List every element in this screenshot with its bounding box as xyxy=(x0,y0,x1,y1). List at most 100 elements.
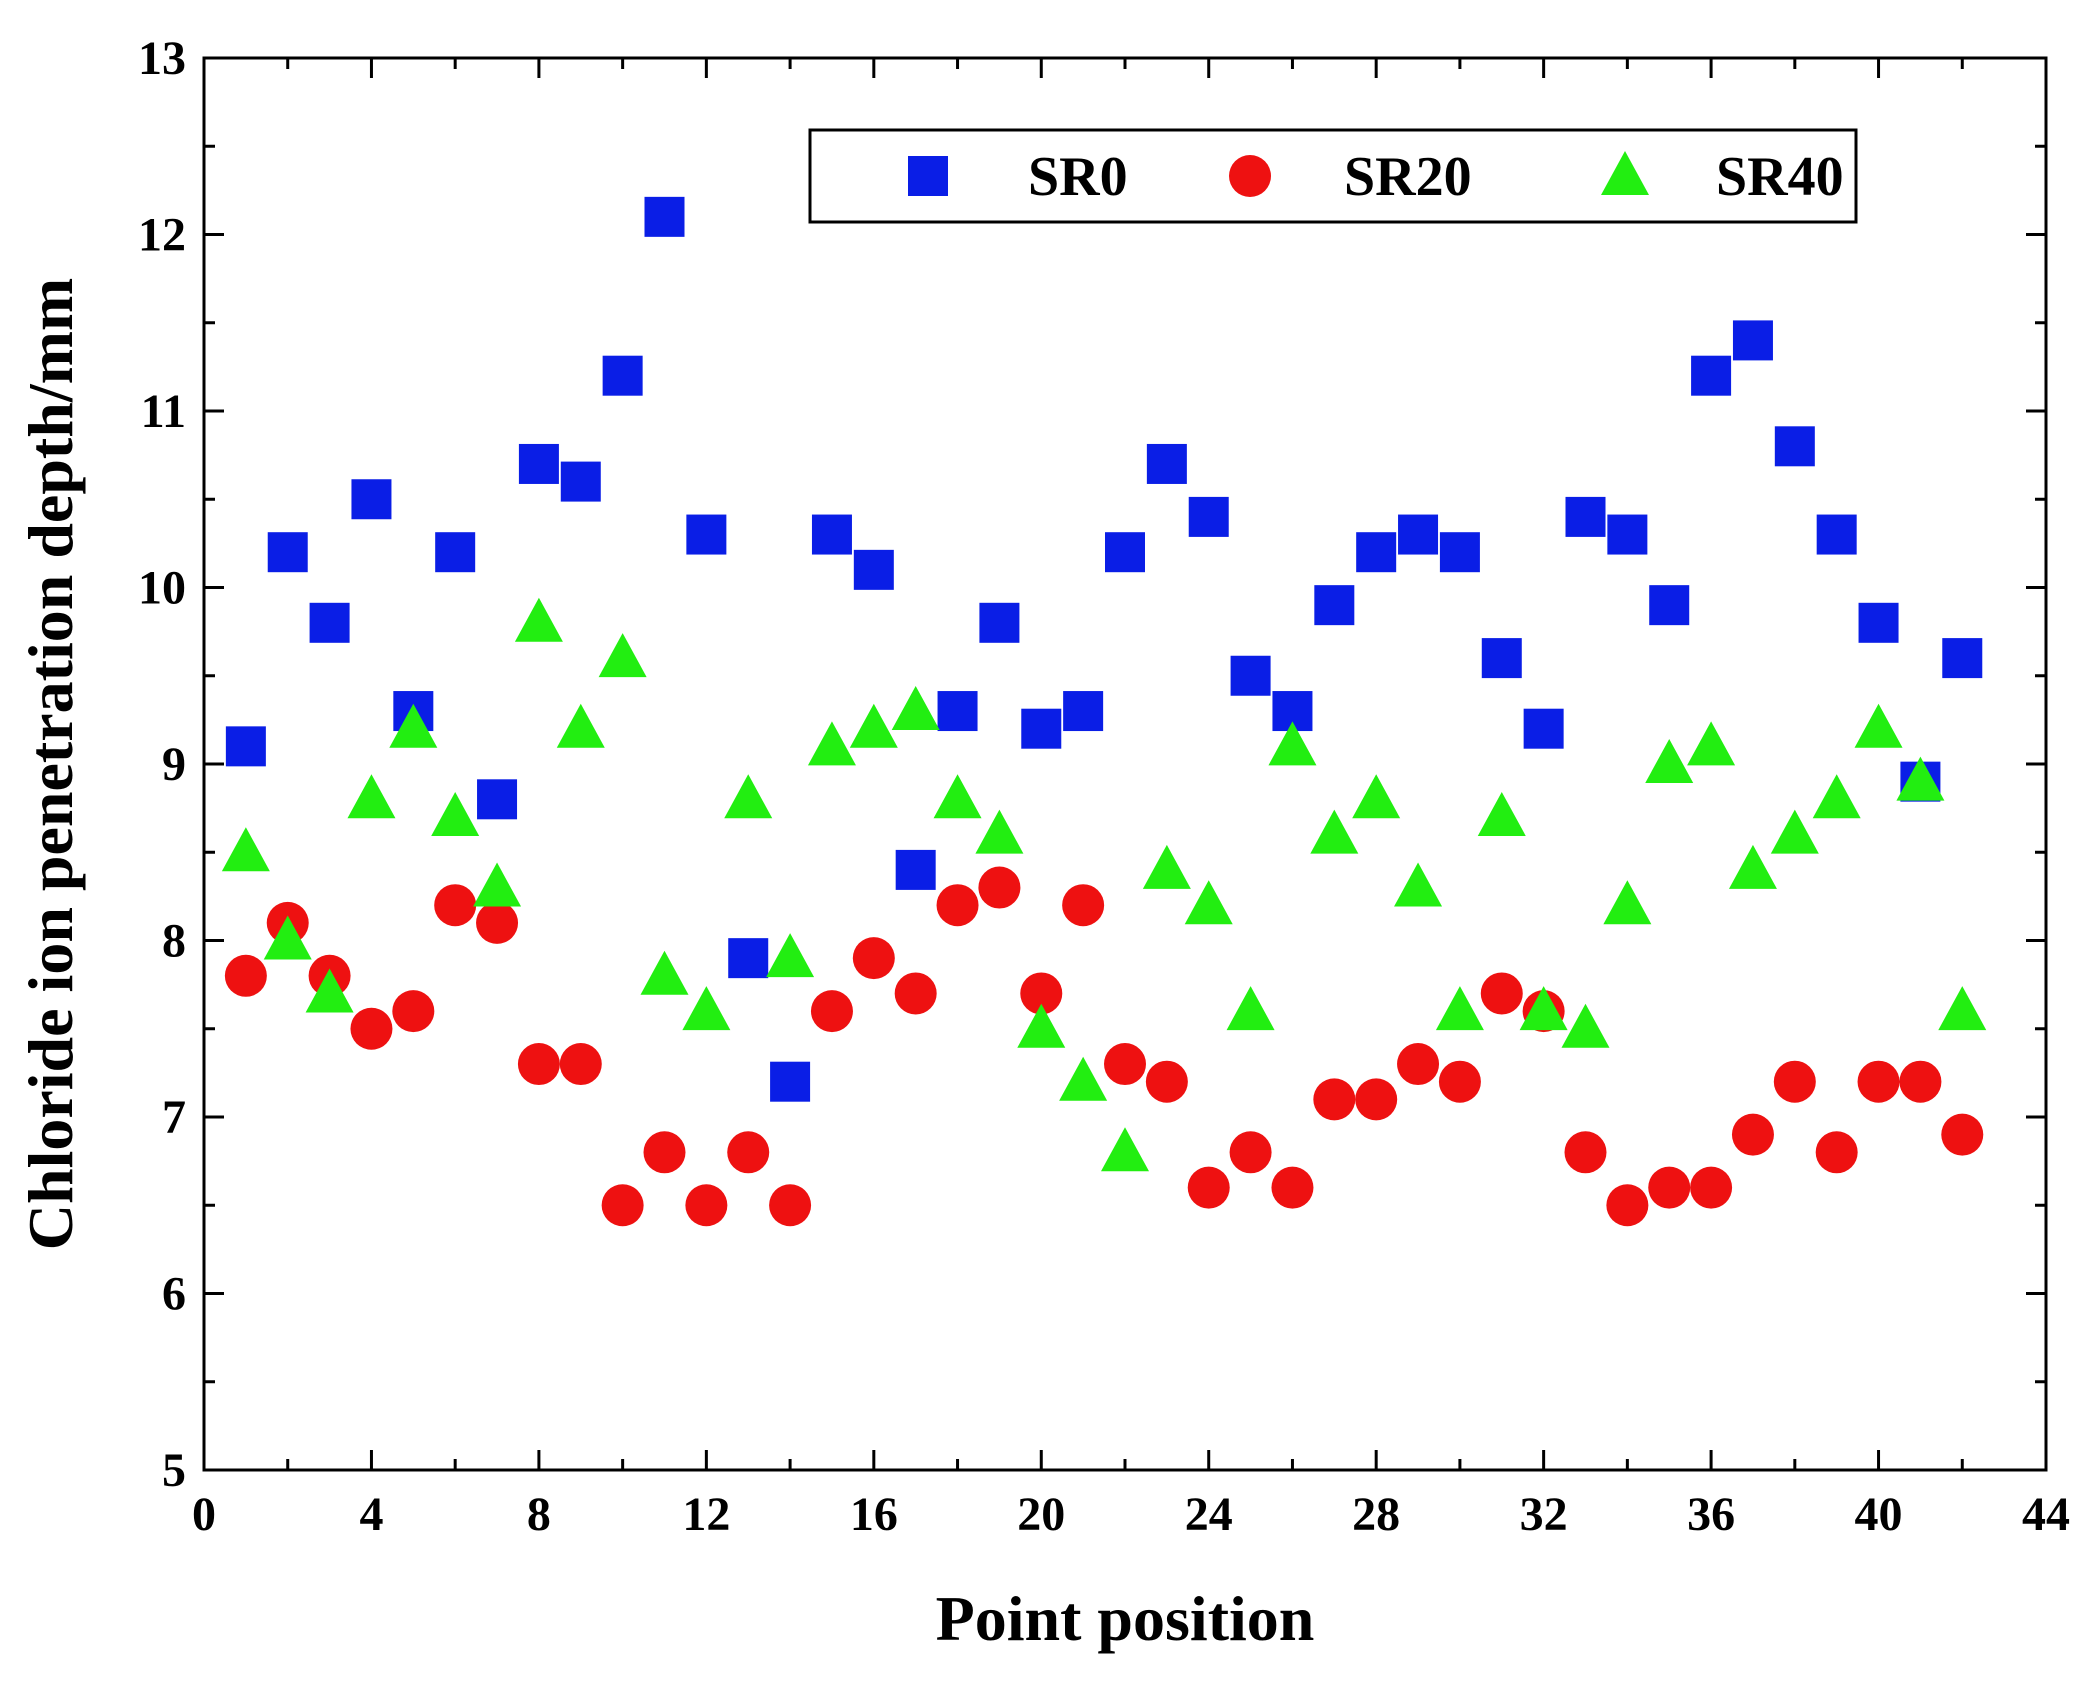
point-sr40 xyxy=(849,703,898,748)
point-sr40 xyxy=(682,986,731,1031)
x-tick-label: 28 xyxy=(1352,1488,1400,1541)
legend-item-sr20: SR20 xyxy=(1229,146,1472,208)
x-axis-title: Point position xyxy=(936,1583,1315,1654)
point-sr40 xyxy=(1687,721,1736,766)
point-sr20 xyxy=(1606,1184,1649,1227)
point-sr0 xyxy=(1146,443,1187,484)
point-sr20 xyxy=(643,1131,686,1174)
point-sr20 xyxy=(1020,972,1063,1015)
point-sr20 xyxy=(1690,1166,1733,1209)
point-sr40 xyxy=(724,774,773,819)
point-sr0 xyxy=(518,443,559,484)
point-sr20 xyxy=(894,972,937,1015)
point-sr40 xyxy=(1394,862,1443,907)
x-tick-label: 8 xyxy=(527,1488,551,1541)
point-sr20 xyxy=(1941,1113,1984,1156)
point-sr40 xyxy=(556,703,605,748)
point-sr0 xyxy=(686,514,727,555)
point-sr40 xyxy=(933,774,982,819)
point-sr40 xyxy=(514,597,563,642)
point-sr40 xyxy=(1142,844,1191,889)
point-sr0 xyxy=(1063,691,1104,732)
point-sr0 xyxy=(477,779,518,820)
point-sr20 xyxy=(685,1184,728,1227)
x-tick-label: 40 xyxy=(1855,1488,1903,1541)
point-sr20 xyxy=(601,1184,644,1227)
point-sr20 xyxy=(1480,972,1523,1015)
point-sr40 xyxy=(1101,1127,1149,1172)
y-tick-label: 13 xyxy=(138,32,186,85)
point-sr0 xyxy=(1481,638,1522,679)
legend-label: SR20 xyxy=(1344,146,1472,208)
point-sr20 xyxy=(350,1007,393,1050)
point-sr20 xyxy=(727,1131,770,1174)
point-sr20 xyxy=(852,937,895,980)
y-tick-label: 9 xyxy=(162,738,186,791)
point-sr20 xyxy=(1145,1060,1188,1103)
point-sr40 xyxy=(1645,739,1694,783)
point-sr0 xyxy=(1942,638,1983,679)
point-sr40 xyxy=(1352,774,1401,819)
point-sr40 xyxy=(347,774,396,819)
point-sr20 xyxy=(1062,884,1105,927)
point-sr40 xyxy=(1519,986,1568,1031)
point-sr0 xyxy=(1314,585,1355,626)
point-sr20 xyxy=(769,1184,812,1227)
legend-item-sr0: SR0 xyxy=(908,146,1128,208)
point-sr20 xyxy=(1355,1078,1398,1121)
y-tick-label: 8 xyxy=(162,915,186,968)
point-sr20 xyxy=(1815,1131,1858,1174)
point-sr40 xyxy=(1310,809,1359,854)
point-sr40 xyxy=(891,686,940,731)
point-sr20 xyxy=(559,1043,602,1086)
point-sr20 xyxy=(1648,1166,1691,1209)
point-sr40 xyxy=(1603,880,1652,925)
legend-item-sr40: SR40 xyxy=(1601,146,1844,208)
point-sr20 xyxy=(978,866,1021,909)
point-sr40 xyxy=(1812,774,1861,819)
point-sr0 xyxy=(853,549,894,590)
point-sr40 xyxy=(431,791,480,836)
point-sr0 xyxy=(979,602,1020,643)
point-sr0 xyxy=(1439,532,1480,573)
point-sr40 xyxy=(1435,986,1484,1031)
y-axis-title: Chloride ion penetration depth/mm xyxy=(15,278,86,1250)
point-sr0 xyxy=(1732,320,1773,361)
point-sr40 xyxy=(473,862,522,907)
point-sr20 xyxy=(224,954,267,997)
series-sr40 xyxy=(221,597,1987,1172)
legend-box xyxy=(808,128,1858,224)
point-sr40 xyxy=(221,827,270,872)
x-tick-label: 0 xyxy=(192,1488,216,1541)
y-tick-label: 7 xyxy=(162,1091,186,1144)
point-sr20 xyxy=(1773,1060,1816,1103)
point-sr20 xyxy=(1397,1043,1440,1086)
y-tick-label: 11 xyxy=(141,385,186,438)
point-sr40 xyxy=(389,703,438,748)
y-tick-label: 12 xyxy=(138,209,186,262)
point-sr0 xyxy=(1858,602,1899,643)
point-sr0 xyxy=(602,355,643,396)
point-sr20 xyxy=(810,990,853,1033)
legend-marker-sr40 xyxy=(1601,151,1649,195)
point-sr20 xyxy=(1313,1078,1356,1121)
point-sr0 xyxy=(1565,496,1606,537)
point-sr20 xyxy=(392,990,435,1033)
point-sr0 xyxy=(560,461,601,502)
point-sr40 xyxy=(640,950,689,995)
point-sr0 xyxy=(1188,496,1229,537)
series-sr20 xyxy=(224,866,1984,1227)
legend-label: SR40 xyxy=(1716,146,1844,208)
point-sr0 xyxy=(351,479,392,520)
point-sr40 xyxy=(1728,844,1777,889)
point-sr0 xyxy=(1398,514,1439,555)
series-sr0 xyxy=(225,196,1983,1102)
point-sr40 xyxy=(1561,1003,1610,1048)
x-tick-label: 24 xyxy=(1185,1488,1233,1541)
point-sr0 xyxy=(267,532,308,573)
point-sr20 xyxy=(1731,1113,1774,1156)
point-sr20 xyxy=(1104,1043,1146,1086)
point-sr40 xyxy=(305,968,354,1013)
point-sr40 xyxy=(1017,1003,1066,1048)
